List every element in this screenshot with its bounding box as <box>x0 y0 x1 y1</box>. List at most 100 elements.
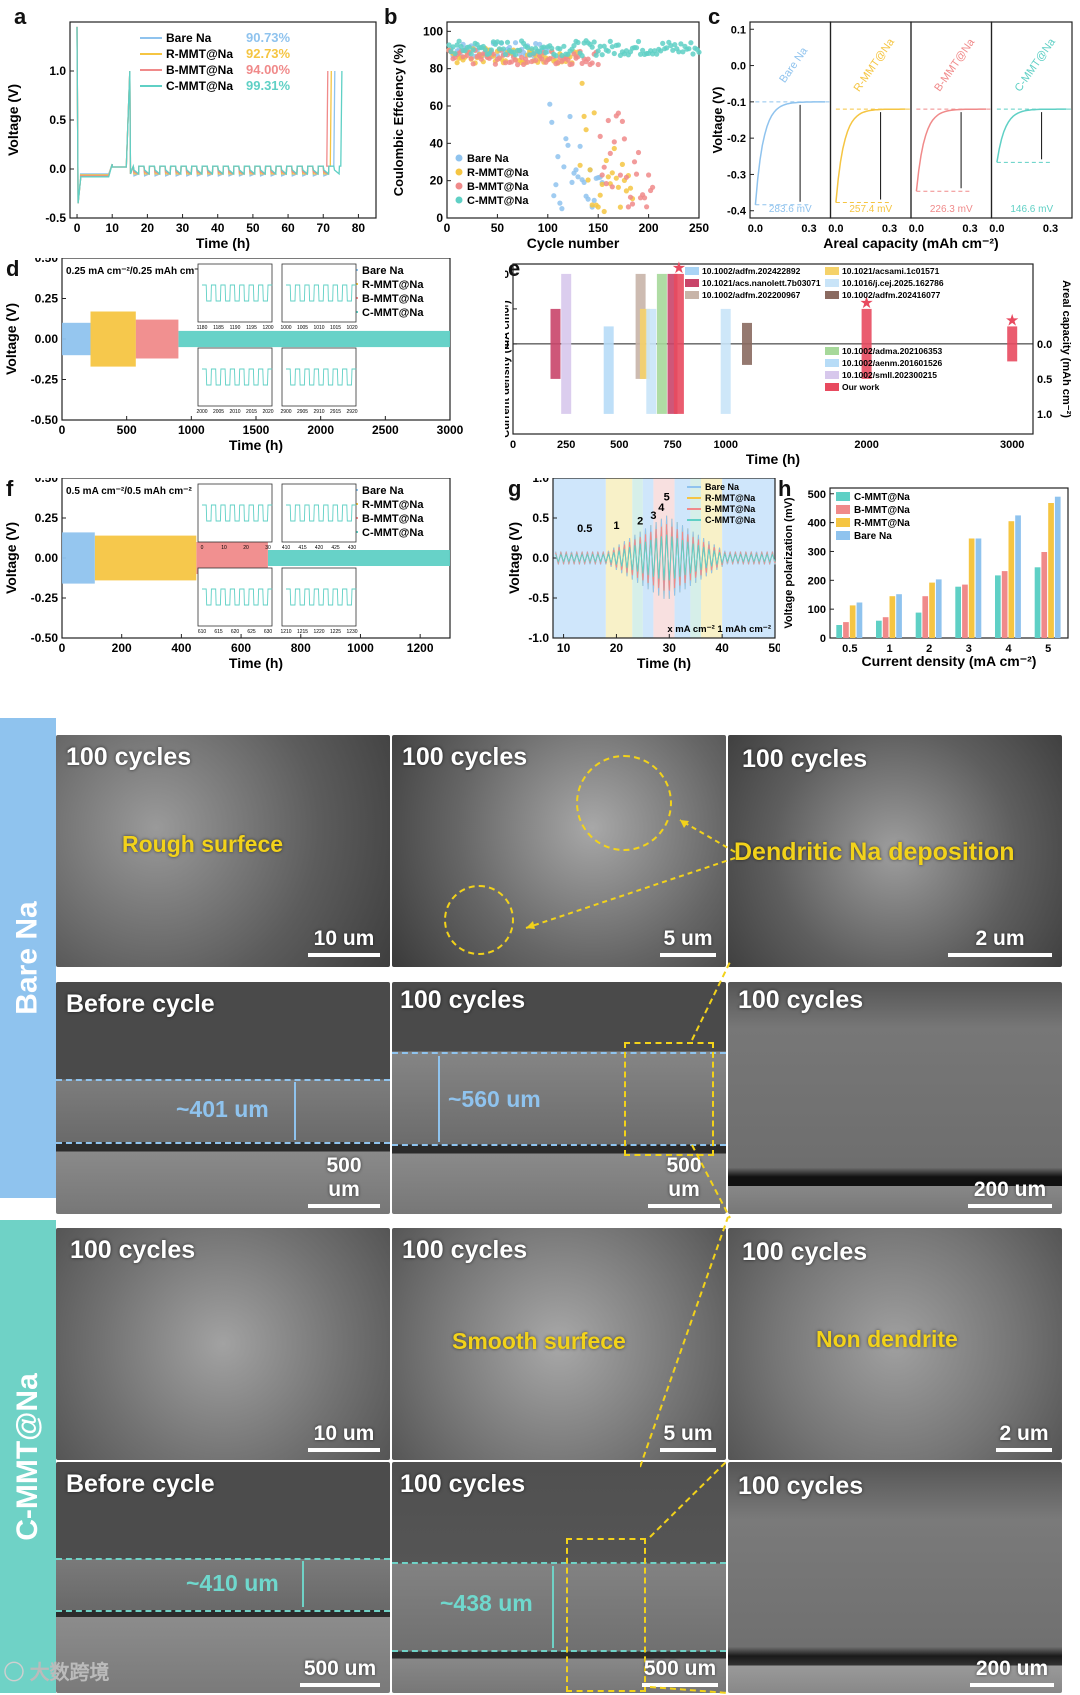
b-point-1-154 <box>599 181 605 187</box>
e-legend-swatch-7 <box>825 359 839 367</box>
d-xtick-label-0: 0 <box>59 423 66 437</box>
b-point-3-156 <box>601 43 607 49</box>
d-ytick-label-2: 0.00 <box>35 332 59 346</box>
f-legend-name-2: B-MMT@Na <box>362 513 424 525</box>
d-inset-0-tick-0: 1180 <box>197 325 208 331</box>
f-xtick-label-1: 200 <box>112 641 132 655</box>
a-ytick-label-3: 1.0 <box>49 64 66 78</box>
e-xtick-0: 0 <box>510 439 516 451</box>
b-point-1-142 <box>587 167 593 173</box>
g-ytick-label-4: -1.0 <box>528 631 549 645</box>
side-label-c-mmt-text: C-MMT@Na <box>11 1372 45 1541</box>
scalebar-j-5-text: 500 um <box>643 1657 717 1680</box>
e-xtick-6: 3000 <box>1000 439 1024 451</box>
b-point-2-64 <box>508 59 515 65</box>
d-inset-2-tick-4: 2020 <box>262 409 273 415</box>
sem-i-1-label: 100 cycles <box>66 743 192 771</box>
h-ylabel: Voltage polarization (mV) <box>783 497 795 629</box>
e-legend-name-5: 10.1002/adfm.202416077 <box>842 290 941 300</box>
b-point-3-126 <box>571 43 577 49</box>
sem-j-2-label: 100 cycles <box>402 1236 528 1264</box>
b-point-2-170 <box>615 110 621 116</box>
f-legend-name-1: R-MMT@Na <box>362 499 424 511</box>
c-frame-0 <box>749 21 832 219</box>
b-point-3-152 <box>597 43 603 50</box>
b-point-2-160 <box>605 117 611 124</box>
b-point-3-240 <box>686 46 692 52</box>
sem-j-5: 100 cycles ~438 um 500 um <box>392 1462 726 1693</box>
b-point-3-250 <box>696 49 702 55</box>
d-inset-3-tick-4: 2920 <box>346 409 357 415</box>
h-legend-name-0: C-MMT@Na <box>854 492 910 503</box>
b-point-2-32 <box>476 52 482 58</box>
c-ytick-label-4: -0.3 <box>727 169 746 181</box>
b-xtick-label-2: 100 <box>538 221 558 235</box>
chart-c: 0.1 0.0 -0.1 -0.2 -0.3 -0.4 Voltage (V) 0.0 0.3 B… <box>710 21 1073 251</box>
b-ytick-label-0: 0 <box>436 211 443 225</box>
h-bar-1-4 <box>1001 571 1008 638</box>
g-zone-6 <box>690 478 701 638</box>
b-point-2-178 <box>623 174 629 180</box>
b-point-2-26 <box>470 61 476 67</box>
e-legend-name-4: 10.1016/j.cej.2025.162786 <box>842 278 944 288</box>
f-inset-3-tick-0: 1210 <box>280 629 291 635</box>
h-bar-2-3 <box>968 538 975 638</box>
a-xtick-label-6: 60 <box>281 221 295 235</box>
c-subname-3: C-MMT@Na <box>1013 36 1059 94</box>
b-point-2-154 <box>599 172 605 178</box>
b-point-2-84 <box>529 58 535 65</box>
sem-j-6: 100 cycles 200 um <box>728 1462 1062 1693</box>
e-legend-name-9: Our work <box>842 382 880 392</box>
h-bar-0-5 <box>1034 567 1041 638</box>
c-curve-0 <box>754 101 826 205</box>
h-xtick-3: 3 <box>966 643 972 655</box>
d-legend-name-0: Bare Na <box>362 265 404 277</box>
chart-d: 0 500 1000 1500 2000 2500 3000 0.50 0.25 0.00 -0.2… <box>3 258 464 453</box>
f-xtick-label-5: 1000 <box>347 641 374 655</box>
b-point-0-122 <box>567 113 573 120</box>
sem-i-6: 100 cycles 200 um <box>728 982 1062 1214</box>
d-inset-3-tick-2: 2910 <box>313 409 324 415</box>
f-ytick-label-3: -0.25 <box>31 591 59 605</box>
f-inset-1-tick-1: 415 <box>298 545 307 551</box>
b-point-0-104 <box>549 119 555 125</box>
b-point-2-156 <box>601 164 607 170</box>
b-point-2-152 <box>597 133 603 139</box>
chart-a: 0 10 20 30 40 50 60 70 80 -0.5 0.0 0.5 1.0 Time (h) Vo… <box>5 21 377 251</box>
sem-j-4-label: Before cycle <box>66 1470 215 1498</box>
b-point-2-16 <box>460 54 466 60</box>
d-band-2 <box>135 319 179 359</box>
e-legend-swatch-3 <box>825 267 839 275</box>
b-point-3-44 <box>488 47 494 53</box>
b-point-1-170 <box>615 184 621 190</box>
f-inset-0-tick-2: 20 <box>243 545 249 551</box>
h-legend-swatch-3 <box>836 531 850 540</box>
scalebar-i-4: 500 um <box>308 1154 380 1208</box>
a-xtick-label-7: 70 <box>317 221 331 235</box>
h-legend-name-3: Bare Na <box>854 531 892 542</box>
e-xtick-5: 2000 <box>854 439 878 451</box>
e-ytick-label-1: 1.0 <box>505 269 509 281</box>
g-legend-name-0: Bare Na <box>705 482 740 492</box>
d-inset-1-tick-0: 1000 <box>280 325 291 331</box>
h-bar-1-1 <box>882 617 889 638</box>
g-ylabel: Voltage (V) <box>506 522 522 594</box>
b-point-0-112 <box>557 200 563 206</box>
g-rate-2: 2 <box>637 516 643 528</box>
b-point-3-170 <box>615 42 621 48</box>
sem-i-6-label: 100 cycles <box>738 986 864 1014</box>
b-point-3-164 <box>609 44 615 50</box>
b-point-0-120 <box>565 142 571 148</box>
f-ytick-label-4: -0.50 <box>31 631 59 645</box>
d-condition: 0.25 mA cm⁻²/0.25 mAh cm⁻² <box>66 266 204 277</box>
b-frame <box>446 21 700 219</box>
thickness-i-4: ~401 um <box>176 1096 269 1122</box>
d-xtick-label-3: 1500 <box>243 423 270 437</box>
d-inset-2-tick-0: 2000 <box>196 409 207 415</box>
a-legend-name-0: Bare Na <box>166 31 212 45</box>
a-legend-value-2: 94.00% <box>246 62 291 77</box>
side-label-c-mmt: C-MMT@Na <box>0 1220 56 1693</box>
c-curve-1 <box>835 108 906 203</box>
h-legend-swatch-0 <box>836 492 850 501</box>
thickness-arrow-j-4 <box>302 1561 304 1607</box>
